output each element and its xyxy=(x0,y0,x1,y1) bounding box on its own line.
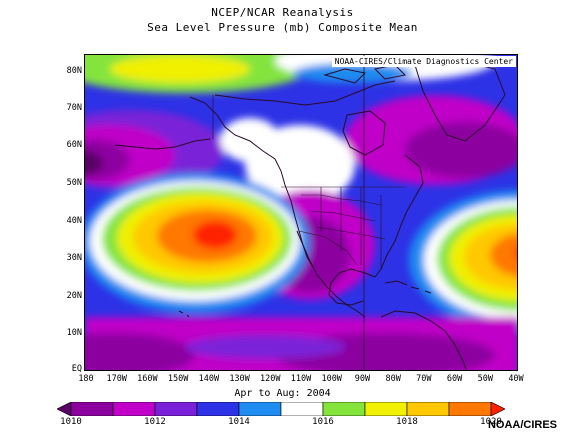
lon-label: 40W xyxy=(508,374,524,384)
lon-label: 70W xyxy=(416,374,432,384)
south-america xyxy=(380,310,467,370)
lon-label: 180 xyxy=(78,374,94,384)
lon-label: 170W xyxy=(106,374,127,384)
colorbar-label: 1010 xyxy=(60,417,82,427)
lon-label: 80W xyxy=(385,374,401,384)
colorbar-swatch xyxy=(154,402,198,416)
tropical-mid xyxy=(185,335,345,359)
colorbar-label: 1018 xyxy=(396,417,418,427)
lon-label: 140W xyxy=(198,374,220,384)
organization-label: NOAA/CIRES xyxy=(487,419,557,431)
colorbar-swatch xyxy=(280,402,324,416)
aleutian-low-core xyxy=(85,151,103,175)
lon-label: 130W xyxy=(229,374,250,384)
atlantic-high-core xyxy=(515,248,517,258)
lat-label: 60N xyxy=(66,140,82,150)
chart-subtitle: Sea Level Pressure (mb) Composite Mean xyxy=(147,21,418,34)
atlantic-high-6 xyxy=(490,233,517,277)
colorbar-swatch xyxy=(196,402,240,416)
pressure-map: NOAA-CIRES/Climate Diagnostics Center xyxy=(84,54,518,371)
colorbar-swatch xyxy=(322,402,366,416)
pressure-field xyxy=(85,55,517,370)
colorbar-swatch xyxy=(406,402,450,416)
lat-label: 50N xyxy=(66,178,82,188)
caribbean xyxy=(384,280,432,294)
lon-label: 160W xyxy=(137,374,158,384)
itcz-west xyxy=(85,333,195,370)
baja xyxy=(296,230,314,268)
east-coast xyxy=(374,154,424,278)
state-meridians xyxy=(320,187,382,269)
lat-label: 30N xyxy=(66,253,82,263)
west-coast xyxy=(189,96,366,318)
lon-label: 150W xyxy=(167,374,189,384)
lon-label: 110W xyxy=(290,374,312,384)
colorbar-label: 1020 xyxy=(480,417,502,427)
lat-label: 70N xyxy=(66,103,82,113)
period-label: Apr to Aug: 2004 xyxy=(234,388,331,399)
colorbar-label: 1012 xyxy=(144,417,166,427)
hudson-bay xyxy=(342,110,386,156)
colorbar-swatch xyxy=(70,402,114,416)
lat-label: 80N xyxy=(66,66,82,76)
colorbar xyxy=(57,402,505,416)
lat-label: 40N xyxy=(66,216,82,226)
colorbar-swatch xyxy=(112,402,156,416)
aleutian-arc xyxy=(114,138,211,150)
hawaii xyxy=(178,310,190,318)
greenland-ridge-edge xyxy=(293,63,413,83)
colorbar-swatch xyxy=(238,402,282,416)
arctic-ridge-core xyxy=(110,55,250,83)
lat-label: EQ xyxy=(71,364,82,374)
colorbar-swatch xyxy=(448,402,492,416)
lat-label: 10N xyxy=(66,328,82,338)
colorbar-swatch xyxy=(364,402,408,416)
colorbar-swatch xyxy=(490,402,505,416)
lon-label: 60W xyxy=(446,374,463,384)
lon-label: 100W xyxy=(321,374,342,384)
colorbar-label: 1016 xyxy=(312,417,334,427)
arctic-coast xyxy=(214,80,396,106)
coastlines xyxy=(114,58,506,370)
labrador-low-inner xyxy=(405,122,517,178)
lon-label: 120W xyxy=(260,374,281,384)
alaska-band xyxy=(220,118,280,162)
us-mexico-border xyxy=(298,230,358,266)
colorbar-label: 1022 xyxy=(558,417,565,427)
gulf-coast xyxy=(328,268,376,306)
chart-title: NCEP/NCAR Reanalysis xyxy=(211,6,354,19)
lon-label: 90W xyxy=(354,374,371,384)
map-credit: NOAA-CIRES/Climate Diagnostics Center xyxy=(331,56,516,67)
borders xyxy=(212,95,405,269)
lat-label: 20N xyxy=(66,291,82,301)
lon-label: 50W xyxy=(477,374,493,384)
pacific-high-core xyxy=(193,221,237,249)
colorbar-swatch xyxy=(57,402,72,416)
colorbar-label: 1014 xyxy=(228,417,250,427)
